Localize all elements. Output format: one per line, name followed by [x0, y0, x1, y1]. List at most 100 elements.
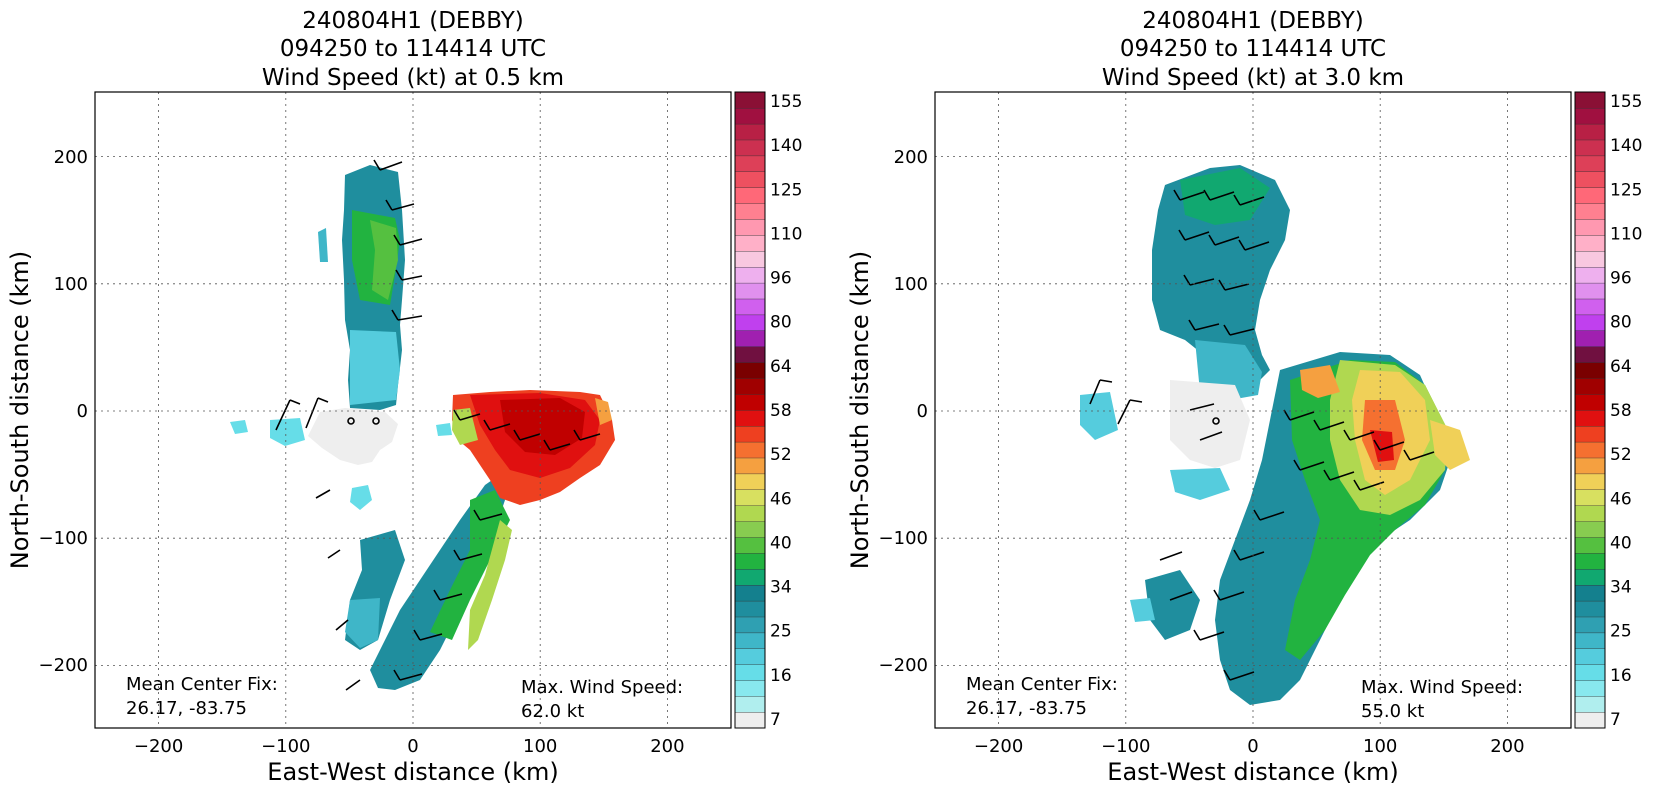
panel-3p0km: 240804H1 (DEBBY) 094250 to 114414 UTC Wi…	[846, 8, 1642, 786]
colorbar-swatch	[1574, 711, 1606, 729]
panel-title-line-3: Wind Speed (kt) at 0.5 km	[262, 65, 564, 91]
svg-text:−200: −200	[134, 736, 183, 757]
colorbar-swatch	[734, 521, 766, 538]
colorbar-swatch	[1574, 123, 1606, 141]
colorbar-swatch	[734, 171, 766, 188]
colorbar-tick-label: 64	[1610, 357, 1632, 377]
colorbar-swatch	[734, 250, 766, 268]
panel-0p5km: 240804H1 (DEBBY) 094250 to 114414 UTC Wi…	[6, 8, 802, 786]
colorbar-tick-label: 16	[770, 666, 792, 686]
colorbar-tick-label: 16	[1610, 666, 1632, 686]
colorbar-frame	[1574, 91, 1606, 729]
colorbar-swatch	[1574, 552, 1606, 570]
colorbar-swatch	[734, 489, 766, 506]
axes-frame	[94, 91, 732, 729]
colorbar-swatch	[734, 266, 766, 284]
colorbar-swatch	[1574, 664, 1606, 681]
colorbar-swatch	[1574, 139, 1606, 157]
colorbar-swatch	[734, 378, 766, 395]
colorbar-swatch	[734, 441, 766, 459]
colorbar-swatch	[1574, 584, 1606, 602]
svg-text:100: 100	[894, 274, 928, 295]
colorbar-frame	[734, 91, 766, 729]
svg-text:200: 200	[54, 147, 88, 168]
colorbar-tick-label: 125	[1610, 180, 1642, 200]
panel-title-line-3: Wind Speed (kt) at 3.0 km	[1102, 65, 1404, 91]
grid	[935, 92, 1571, 728]
max-wind-value: 62.0 kt	[521, 701, 584, 722]
colorbar-tick-label: 52	[770, 445, 792, 465]
panel-title-line-1: 240804H1 (DEBBY)	[302, 8, 524, 34]
colorbar-swatch	[1574, 187, 1606, 204]
colorbar-swatch	[734, 203, 766, 220]
colorbar-tick-label: 40	[1610, 533, 1632, 553]
svg-text:−200: −200	[39, 655, 88, 676]
colorbar-tick-label: 46	[1610, 489, 1632, 509]
center-fix-label: Mean Center Fix:	[966, 674, 1118, 695]
colorbar-swatch	[734, 537, 766, 554]
colorbar-tick-label: 58	[770, 401, 792, 421]
colorbar-swatch	[1574, 393, 1606, 411]
svg-text:−200: −200	[974, 736, 1023, 757]
colorbar-swatch	[1574, 632, 1606, 649]
colorbar-swatch	[1574, 473, 1606, 491]
colorbar-swatch	[1574, 314, 1606, 332]
colorbar-swatch	[1574, 107, 1606, 125]
colorbar-tick-label: 140	[770, 136, 802, 156]
colorbar-swatch	[1574, 378, 1606, 395]
panel-title-line-2: 094250 to 114414 UTC	[1120, 36, 1386, 62]
colorbar-swatch	[734, 616, 766, 634]
colorbar-swatch	[1574, 537, 1606, 554]
x-tick-labels: −200 −100 0 100 200	[134, 736, 685, 757]
panel-title-line-2: 094250 to 114414 UTC	[280, 36, 546, 62]
colorbar-tick-label: 80	[770, 313, 792, 333]
colorbar-swatch	[734, 552, 766, 570]
colorbar-swatch	[734, 409, 766, 427]
svg-text:−100: −100	[1101, 736, 1150, 757]
svg-text:100: 100	[1363, 736, 1397, 757]
svg-text:0: 0	[407, 736, 418, 757]
x-axis-label: East-West distance (km)	[267, 758, 558, 786]
svg-text:−100: −100	[39, 528, 88, 549]
colorbar-swatch	[734, 473, 766, 491]
colorbar-swatch	[1574, 441, 1606, 459]
colorbar-swatch	[1574, 409, 1606, 427]
colorbar-swatch	[1574, 203, 1606, 220]
axes-frame	[934, 91, 1572, 729]
colorbar-swatch	[734, 457, 766, 475]
colorbar-swatch	[1574, 568, 1606, 586]
center-fix-value: 26.17, -83.75	[126, 698, 247, 719]
colorbar-tick-label: 110	[770, 224, 802, 244]
colorbar-swatch	[1574, 600, 1606, 618]
svg-text:−100: −100	[879, 528, 928, 549]
colorbar-tick-label: 110	[1610, 224, 1642, 244]
colorbar-swatch	[734, 362, 766, 379]
center-fix-label: Mean Center Fix:	[126, 674, 278, 695]
colorbar: 7 16 25 34 40 46 52 58 64 80 96 110 125 140 155	[734, 91, 802, 730]
colorbar-tick-label: 34	[1610, 578, 1632, 598]
colorbar-tick-label: 80	[1610, 313, 1632, 333]
x-tick-labels: −200 −100 0 100 200	[974, 736, 1525, 757]
max-wind-value: 55.0 kt	[1361, 701, 1424, 722]
colorbar-swatch	[1574, 425, 1606, 443]
colorbar-tick-label: 64	[770, 357, 792, 377]
colorbar-tick-label: 40	[770, 533, 792, 553]
colorbar-swatch	[1574, 250, 1606, 268]
y-axis-label: North-South distance (km)	[6, 251, 34, 570]
colorbar-tick-label: 7	[1610, 710, 1621, 730]
colorbar-swatch	[734, 425, 766, 443]
colorbar-swatch	[734, 711, 766, 729]
svg-text:−200: −200	[879, 655, 928, 676]
colorbar-swatch	[734, 298, 766, 316]
colorbar-tick-label: 58	[1610, 401, 1632, 421]
colorbar-swatch	[1574, 521, 1606, 538]
colorbar-swatch	[734, 393, 766, 411]
colorbar-tick-label: 96	[770, 269, 792, 289]
svg-text:200: 200	[894, 147, 928, 168]
colorbar-swatch	[734, 234, 766, 252]
colorbar-swatch	[1574, 266, 1606, 284]
colorbar-swatch	[734, 346, 766, 363]
colorbar-swatch	[1574, 234, 1606, 252]
colorbar-tick-label: 7	[770, 710, 781, 730]
colorbar-swatch	[734, 696, 766, 713]
